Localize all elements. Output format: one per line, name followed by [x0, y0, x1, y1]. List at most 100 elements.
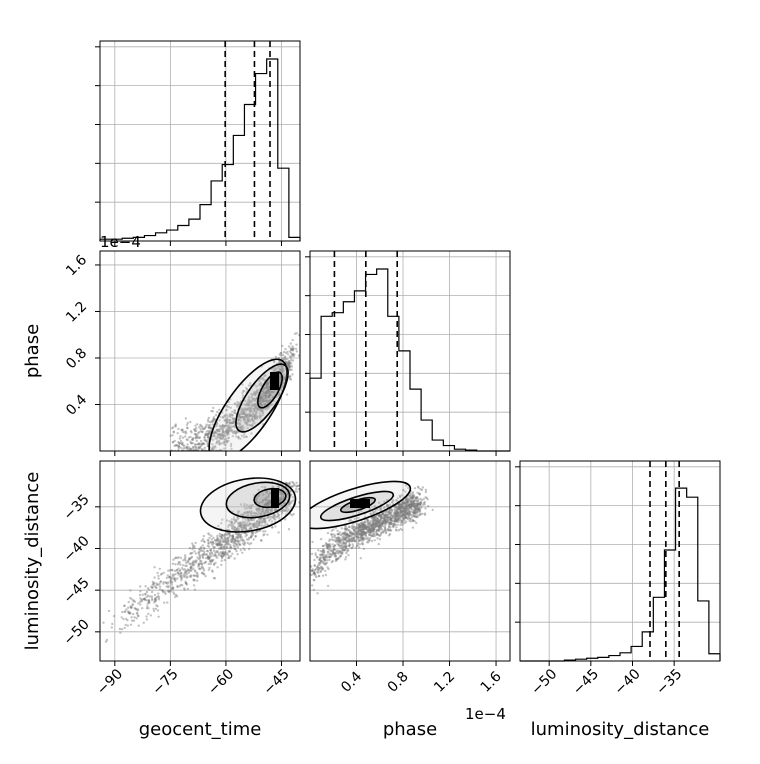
scatter-point	[193, 428, 197, 431]
scatter-point	[204, 432, 207, 436]
scatter-point	[231, 413, 234, 417]
scatter-point	[191, 544, 195, 547]
scatter-point	[366, 525, 369, 528]
scatter-point	[392, 514, 396, 517]
scatter-point	[416, 504, 419, 508]
scatter-point	[283, 377, 286, 381]
scatter-point	[332, 551, 335, 555]
scatter-point	[266, 385, 269, 388]
scatter-point	[224, 443, 227, 447]
scatter-point	[354, 527, 357, 531]
scatter-point	[330, 549, 333, 552]
scatter-point	[379, 507, 382, 510]
scatter-point	[372, 527, 375, 530]
scatter-point	[314, 552, 317, 555]
scatter-point	[366, 525, 369, 529]
scatter-point	[151, 0, 153, 1]
scatter-point	[327, 548, 330, 551]
scatter-point	[252, 538, 255, 541]
scatter-point	[238, 521, 242, 524]
scatter-point	[332, 545, 335, 548]
scatter-point	[383, 520, 386, 523]
scatter-point	[323, 558, 327, 562]
scatter-point	[392, 499, 395, 502]
scatter-point	[201, 571, 204, 574]
scatter-point	[383, 518, 386, 521]
scatter-point	[153, 601, 156, 604]
scatter-point	[258, 524, 261, 527]
scatter-point	[216, 537, 219, 540]
scatter-point	[207, 532, 210, 535]
scatter-point	[253, 416, 257, 420]
scatter-point	[239, 534, 242, 537]
scatter-point	[174, 557, 177, 560]
scatter-point	[216, 539, 219, 542]
scatter-point	[383, 520, 387, 523]
scatter-point	[246, 417, 250, 421]
scatter-point	[256, 512, 259, 516]
scatter-point	[384, 527, 387, 530]
scatter-point	[144, 593, 147, 596]
scatter-point	[330, 538, 333, 541]
scatter-point	[259, 409, 263, 412]
scatter-point	[229, 545, 232, 549]
scatter-point	[229, 540, 233, 544]
scatter-point	[232, 421, 235, 425]
scatter-point	[398, 511, 402, 514]
scatter-point	[280, 504, 283, 508]
scatter-point	[285, 362, 289, 365]
scatter-point	[282, 365, 285, 368]
scatter-point	[157, 0, 159, 1]
scatter-point	[252, 407, 255, 410]
scatter-point	[147, 607, 150, 610]
scatter-point	[235, 405, 239, 408]
scatter-point	[348, 544, 351, 547]
scatter-point	[291, 345, 294, 348]
scatter-point	[216, 550, 219, 553]
scatter-point	[264, 521, 267, 524]
scatter-point	[361, 541, 364, 544]
scatter-point	[250, 506, 253, 509]
scatter-point	[399, 506, 402, 509]
scatter-point	[284, 360, 288, 364]
scatter-point	[346, 539, 349, 543]
scatter-point	[221, 435, 225, 439]
scatter-point	[397, 516, 401, 520]
scatter-point	[288, 355, 292, 358]
scatter-point	[317, 564, 320, 567]
scatter-point	[238, 413, 241, 417]
scatter-point	[407, 504, 411, 508]
scatter-point	[157, 0, 159, 1]
scatter-point	[326, 546, 329, 550]
scatter-point	[141, 607, 144, 610]
scatter-point	[385, 520, 388, 523]
scatter-point	[264, 391, 268, 395]
scatter-point	[168, 0, 170, 1]
scatter-point	[200, 546, 203, 549]
scatter-point	[239, 523, 242, 526]
scatter-point	[206, 538, 210, 542]
scatter-point	[220, 554, 223, 557]
scatter-point	[223, 540, 226, 543]
scatter-point	[225, 429, 228, 433]
scatter-point	[253, 408, 256, 411]
scatter-point	[353, 540, 356, 543]
scatter-point	[348, 543, 351, 546]
scatter-point	[255, 530, 258, 533]
scatter-point	[341, 543, 344, 546]
scatter-point	[249, 527, 252, 530]
scatter-point	[250, 418, 254, 421]
scatter-point	[263, 387, 266, 390]
scatter-point	[239, 526, 243, 529]
scatter-point	[291, 499, 295, 502]
scatter-point	[390, 522, 393, 525]
scatter-point	[415, 510, 419, 514]
scatter-point	[253, 526, 256, 529]
scatter-point	[357, 546, 361, 549]
scatter-point	[367, 522, 370, 525]
scatter-point	[219, 437, 223, 440]
scatter-point	[328, 558, 331, 562]
scatter-point	[383, 521, 387, 524]
scatter-point	[272, 390, 276, 394]
scatter-point	[401, 523, 404, 526]
